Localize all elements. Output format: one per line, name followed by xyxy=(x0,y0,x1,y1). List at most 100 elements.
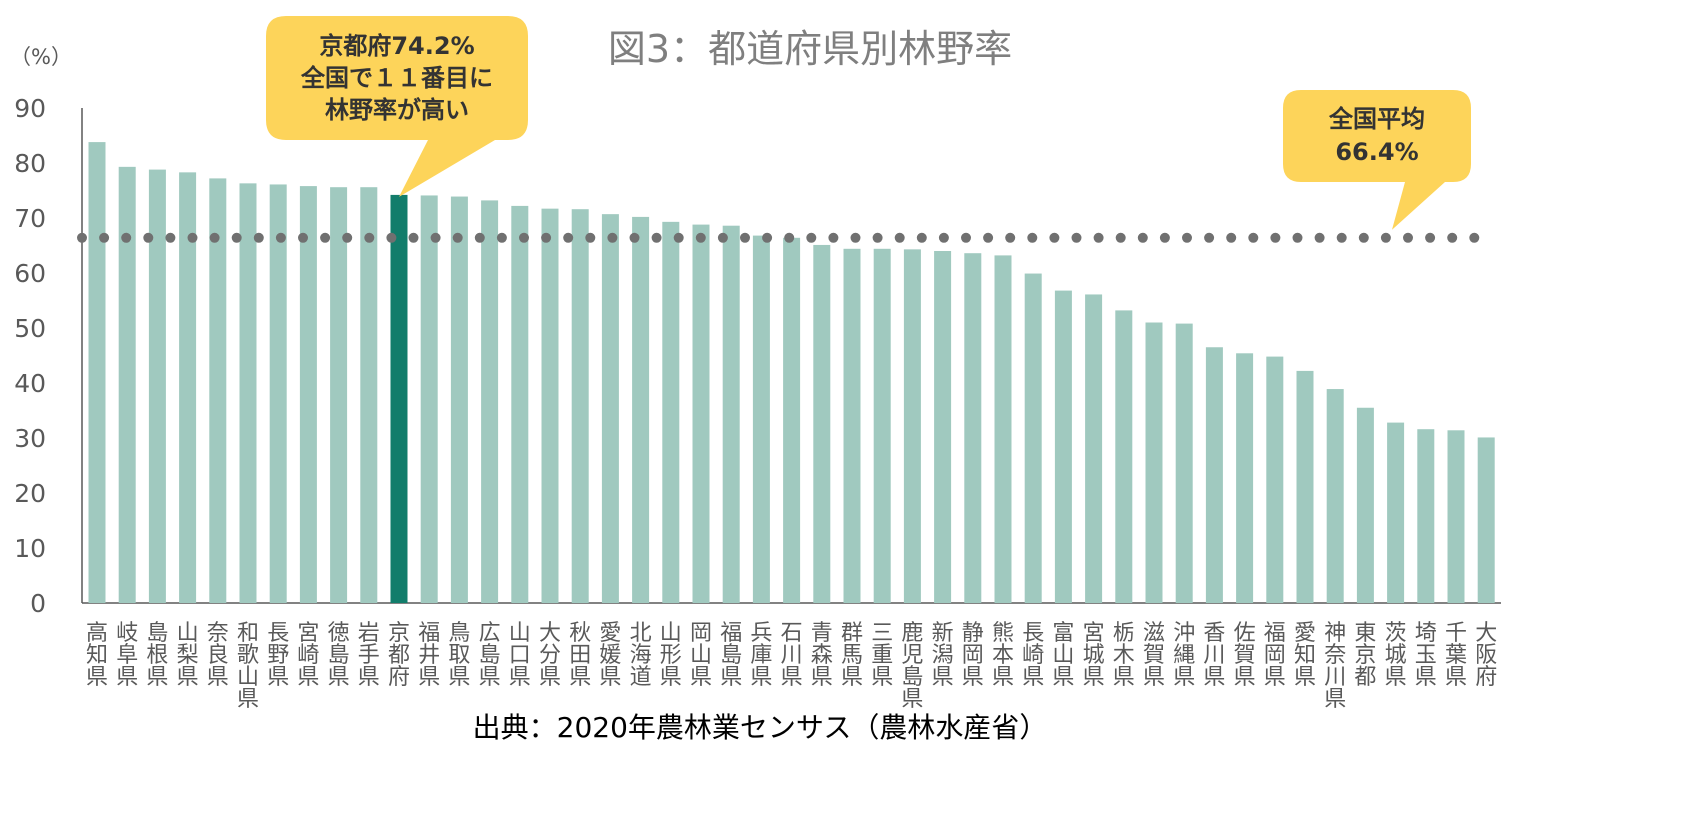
x-tick-label: 山口県 xyxy=(509,621,531,690)
x-tick-label: 栃木県 xyxy=(1113,621,1135,690)
bar xyxy=(481,200,499,603)
bar xyxy=(1236,353,1254,603)
average-dot xyxy=(762,232,773,243)
average-dot xyxy=(143,232,154,243)
bar xyxy=(1356,407,1374,603)
average-dot xyxy=(1447,232,1458,243)
average-dot xyxy=(1226,232,1237,243)
bar xyxy=(1054,290,1072,603)
average-dot xyxy=(1358,232,1369,243)
average-dot xyxy=(916,232,927,243)
bar xyxy=(179,172,197,603)
bar xyxy=(1266,356,1284,603)
y-tick-label: 70 xyxy=(14,204,46,233)
average-dot xyxy=(474,232,485,243)
y-tick-label: 20 xyxy=(14,479,46,508)
average-dot xyxy=(231,232,242,243)
average-callout: 全国平均 66.4% xyxy=(1283,90,1471,230)
average-dot xyxy=(77,232,87,243)
average-dot xyxy=(784,232,795,243)
average-dot xyxy=(585,232,596,243)
bar xyxy=(360,187,378,603)
bar xyxy=(994,255,1012,603)
average-dot xyxy=(1380,232,1391,243)
x-tick-label: 石川県 xyxy=(781,621,803,690)
average-dot xyxy=(1049,232,1060,243)
bar xyxy=(88,142,106,603)
kyoto-callout: 京都府74.2% 全国で１１番目に 林野率が高い xyxy=(266,16,528,197)
bar xyxy=(662,221,680,603)
bar xyxy=(843,248,861,604)
x-tick-label: 茨城県 xyxy=(1385,621,1407,690)
average-dot xyxy=(1027,232,1038,243)
y-tick-label: 30 xyxy=(14,424,46,453)
bar xyxy=(601,214,619,603)
average-dot xyxy=(651,232,662,243)
y-axis-ticks: 0 10 20 30 40 50 60 70 80 90 xyxy=(14,94,46,618)
bar xyxy=(934,251,952,603)
y-tick-label: 40 xyxy=(14,369,46,398)
x-tick-label: 鹿児島県 xyxy=(901,621,923,712)
chart-title: 図3：都道府県別林野率 xyxy=(608,27,1012,71)
bar xyxy=(692,224,710,603)
average-dot xyxy=(121,232,132,243)
average-dot xyxy=(364,232,375,243)
x-tick-label: 秋田県 xyxy=(569,621,591,690)
average-dot xyxy=(717,232,728,243)
average-dot xyxy=(430,232,441,243)
bar xyxy=(964,253,982,603)
average-dot xyxy=(452,232,463,243)
average-dot xyxy=(806,232,817,243)
bar xyxy=(1205,347,1223,603)
x-tick-label: 広島県 xyxy=(479,621,501,690)
average-dot xyxy=(1469,232,1480,243)
y-tick-label: 80 xyxy=(14,149,46,178)
average-dot xyxy=(563,232,574,243)
bar xyxy=(450,196,468,604)
average-dot xyxy=(541,232,552,243)
average-dot xyxy=(1292,232,1303,243)
x-tick-label: 山梨県 xyxy=(177,621,199,690)
average-dot xyxy=(1403,232,1413,243)
bar xyxy=(1296,370,1314,603)
average-dot xyxy=(1182,232,1192,243)
average-dot xyxy=(1425,232,1436,243)
average-dot xyxy=(1204,232,1215,243)
average-dotted-line xyxy=(77,232,1480,243)
bars xyxy=(88,142,1495,604)
bar xyxy=(1175,323,1193,603)
average-dot xyxy=(342,232,353,243)
x-tick-label: 佐賀県 xyxy=(1234,621,1256,690)
bar xyxy=(571,209,589,603)
x-tick-label: 千葉県 xyxy=(1445,621,1467,690)
x-tick-label: 岐阜県 xyxy=(116,621,138,690)
x-tick-label: 京都府 xyxy=(388,621,410,690)
x-tick-label: 北海道 xyxy=(630,621,652,690)
kyoto-callout-line-3: 林野率が高い xyxy=(325,96,469,124)
bar xyxy=(722,225,740,603)
x-tick-label: 長崎県 xyxy=(1022,621,1044,690)
bar xyxy=(1417,429,1435,603)
bar xyxy=(1024,273,1042,603)
bar xyxy=(299,186,317,603)
x-tick-label: 沖縄県 xyxy=(1173,621,1195,690)
bar xyxy=(1115,310,1133,603)
average-dot xyxy=(1248,232,1259,243)
average-dot xyxy=(209,232,220,243)
x-tick-label: 鳥取県 xyxy=(448,621,470,690)
bar xyxy=(632,216,650,603)
average-callout-bubble xyxy=(1283,90,1471,230)
x-tick-label: 岡山県 xyxy=(690,621,712,690)
x-tick-label: 愛知県 xyxy=(1294,621,1316,690)
average-dot xyxy=(1093,232,1104,243)
x-tick-label: 愛媛県 xyxy=(599,621,621,690)
bar xyxy=(1085,294,1103,603)
x-tick-label: 東京都 xyxy=(1354,621,1376,690)
x-tick-label: 香川県 xyxy=(1203,621,1225,690)
x-tick-label: 山形県 xyxy=(660,621,682,690)
bar xyxy=(541,208,559,603)
x-tick-label: 神奈川県 xyxy=(1324,621,1346,712)
x-axis-labels: 高知県岐阜県島根県山梨県奈良県和歌山県長野県宮崎県徳島県岩手県京都府福井県鳥取県… xyxy=(86,621,1497,712)
x-tick-label: 静岡県 xyxy=(962,621,984,690)
average-dot xyxy=(275,232,286,243)
